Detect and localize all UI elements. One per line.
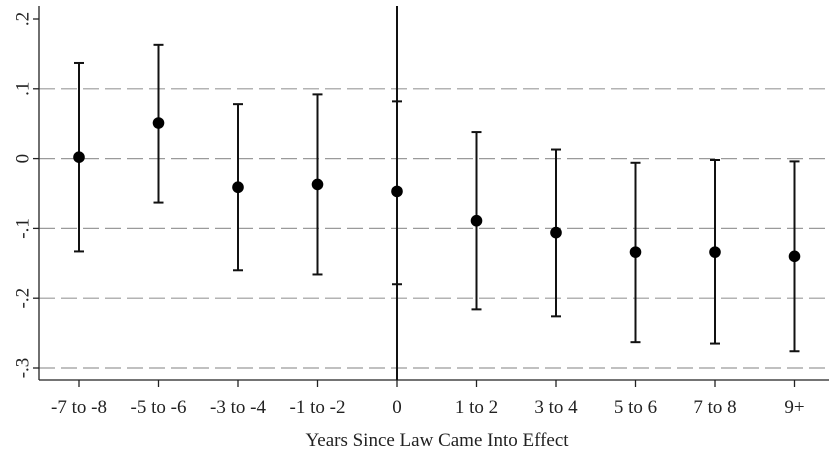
x-tick-label: -3 to -4 — [210, 397, 266, 418]
point-estimate — [152, 117, 165, 129]
axes: .2 .1 0 -.1 -.2 -.3 -7 to -8 -5 to -6 -3 to -4 -1… — [12, 6, 829, 418]
y-tick-label: .2 — [12, 12, 33, 26]
error-bar-group — [629, 161, 642, 344]
point-estimate — [470, 214, 483, 227]
y-tick-label: .1 — [12, 82, 33, 96]
y-tick-label: -.3 — [12, 358, 33, 379]
y-tick-label: 0 — [12, 154, 33, 164]
point-estimate — [311, 178, 324, 191]
error-bar-group — [73, 61, 85, 253]
error-bar-group — [311, 93, 324, 276]
x-tick-label: 7 to 8 — [693, 397, 736, 418]
x-tick-label: 0 — [392, 397, 402, 418]
x-tick-label: -5 to -6 — [131, 397, 187, 418]
error-bar-group — [470, 131, 483, 311]
x-tick-label: 1 to 2 — [455, 397, 498, 418]
point-estimate — [232, 181, 244, 194]
error-bar-group — [709, 158, 721, 345]
point-estimate — [73, 151, 85, 164]
error-bar-group — [152, 43, 165, 204]
x-tick-label: -1 to -2 — [290, 397, 346, 418]
error-bar-group — [232, 103, 244, 272]
point-estimate — [788, 250, 801, 263]
y-tick-label: -.2 — [12, 288, 33, 309]
error-bar-group — [391, 100, 403, 286]
point-estimate — [629, 246, 642, 258]
x-tick-label: 3 to 4 — [534, 397, 578, 418]
y-tick-label: -.1 — [12, 218, 33, 239]
error-bar-group — [550, 148, 562, 318]
x-tick-label: 9+ — [784, 397, 804, 418]
point-estimate — [550, 226, 562, 239]
point-estimate — [391, 185, 403, 198]
x-axis-title: Years Since Law Came Into Effect — [305, 430, 569, 451]
data-marks — [73, 43, 801, 353]
x-tick-label: -7 to -8 — [51, 397, 107, 418]
point-estimate — [709, 246, 721, 258]
x-tick-label: 5 to 6 — [614, 397, 657, 418]
error-bar-group — [788, 160, 801, 353]
